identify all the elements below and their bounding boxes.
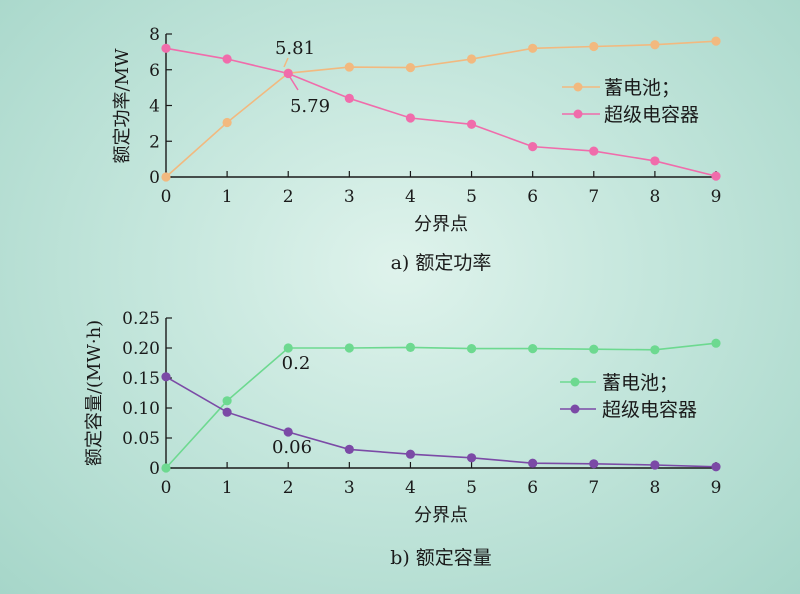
chart-b-ytick-label: 0.15 [122, 369, 160, 389]
chart-b-series-0-point [161, 463, 171, 473]
chart-b-caption: b) 额定容量 [390, 547, 492, 569]
chart-a-legend-supercap: 超级电容器 [562, 104, 699, 126]
chart-a-ytick-label: 6 [149, 61, 160, 81]
chart-a-power: 0 2 4 6 8 0 1 2 3 4 5 6 7 8 9 额定功率/MW 分界点 a) 额定功率 5.8… [112, 25, 721, 274]
chart-a-legend-supercap-label: 超级电容器 [604, 104, 699, 126]
chart-b-series-1-point [405, 449, 416, 459]
chart-b-legend-supercap-label: 超级电容器 [602, 399, 697, 421]
chart-a-ytick-label: 2 [149, 132, 160, 152]
chart-b-xlabel: 分界点 [414, 505, 468, 526]
chart-a-series-0-point [405, 63, 416, 73]
chart-b-ylabel: 额定容量/(MW·h) [84, 320, 105, 466]
chart-a-series-1-point [405, 113, 416, 123]
chart-a-xtick-label: 8 [649, 187, 660, 207]
chart-b-series-1-point [528, 458, 538, 468]
chart-b-series-1-point [589, 459, 599, 469]
chart-a-xtick-label: 0 [161, 187, 172, 207]
chart-b-legend-battery: 蓄电池； [560, 372, 678, 394]
chart-b-ytick-label: 0.05 [122, 429, 160, 449]
chart-a-series-1-point [283, 68, 293, 79]
chart-a-series-0-point [161, 172, 171, 182]
chart-b-series-0-point [283, 343, 293, 353]
chart-a-xtick-label: 6 [527, 187, 538, 207]
chart-a-series-1-point [711, 171, 721, 181]
chart-a-series-0-point [650, 40, 660, 50]
chart-a-series-0-line [165, 40, 717, 178]
chart-a-xtick-label: 9 [711, 187, 722, 207]
chart-a-xtick-label: 3 [344, 187, 355, 207]
chart-a-series-0-point [528, 43, 538, 53]
chart-a-xtick-label: 7 [588, 187, 599, 207]
chart-b-ytick-label: 0.10 [122, 399, 160, 419]
chart-b-xtick-label: 4 [405, 478, 416, 498]
chart-b-series-0-point [650, 345, 660, 355]
chart-b-annotation-02: 0.2 [282, 353, 311, 374]
chart-b-capacity: 0 0.05 0.10 0.15 0.20 0.25 0 1 2 3 4 5 6 7 8 9 额定容量/(M… [84, 309, 721, 569]
chart-a-series-0-point [344, 62, 354, 72]
chart-a-xtick-label: 5 [466, 187, 477, 207]
chart-a-series-1-point [589, 146, 599, 156]
chart-b-series-1-point [466, 453, 477, 463]
chart-a-series-1-point [222, 54, 232, 64]
chart-b-series-1-point [283, 427, 293, 437]
chart-b-series-1-line [165, 376, 717, 468]
chart-b-series-0-point [528, 344, 538, 354]
chart-a-ytick-label: 4 [149, 97, 160, 117]
chart-a-annotation-leader-2 [287, 73, 299, 91]
chart-a-annotation-579: 5.79 [290, 96, 330, 117]
chart-a-xtick-label: 2 [283, 187, 294, 207]
chart-b-xtick-label: 3 [344, 478, 355, 498]
chart-a-series-0-point [222, 117, 232, 128]
chart-a-legend-battery-label: 蓄电池； [604, 77, 680, 99]
chart-b-xtick-label: 9 [711, 478, 722, 498]
chart-a-series-0-point [589, 41, 599, 52]
chart-b-xtick-label: 7 [588, 478, 599, 498]
chart-a-xtick-label: 4 [405, 187, 416, 207]
chart-b-series-0-point [222, 396, 232, 406]
chart-a-ylabel: 额定功率/MW [112, 48, 133, 163]
chart-a-series-1-point [344, 93, 354, 103]
chart-b-ytick-label: 0 [149, 459, 160, 479]
chart-b-xtick-label: 5 [466, 478, 477, 498]
chart-b-series-0-point [589, 344, 599, 354]
chart-a-series-1-point [650, 156, 660, 166]
chart-a-series-1-point [466, 119, 477, 129]
chart-a-legend: 蓄电池； 超级电容器 [562, 77, 699, 126]
chart-a-xtick-label: 1 [222, 187, 233, 207]
chart-a-series-1-point [161, 43, 171, 53]
chart-b-xtick-label: 6 [527, 478, 538, 498]
chart-b-series-0-point [405, 342, 416, 352]
chart-b-legend-supercap: 超级电容器 [560, 399, 697, 421]
chart-b-series-1-point [711, 462, 721, 472]
chart-b-xtick-label: 8 [649, 478, 660, 498]
chart-b-ytick-label: 0.20 [122, 339, 160, 359]
chart-a-annotation-581: 5.81 [275, 38, 315, 59]
chart-b-legend-battery-label: 蓄电池； [602, 372, 678, 394]
chart-b-series-1-point [222, 407, 232, 417]
chart-b-legend: 蓄电池； 超级电容器 [560, 372, 697, 421]
chart-b-series-0-point [466, 344, 477, 354]
chart-b-xtick-label: 1 [222, 478, 233, 498]
chart-b-xtick-label: 2 [283, 478, 294, 498]
chart-b-series-0-point [344, 343, 354, 353]
chart-a-series-1-line [165, 47, 717, 177]
chart-a-series-1-point [528, 142, 538, 152]
chart-b-series-1-point [161, 372, 171, 382]
chart-b-annotation-006: 0.06 [272, 437, 312, 458]
chart-a-annotation-leader-1 [283, 57, 289, 68]
chart-a-ytick-label: 0 [149, 168, 160, 188]
chart-b-series-1-point [344, 444, 354, 454]
chart-a-series-0-point [711, 36, 721, 46]
chart-a-caption: a) 额定功率 [391, 252, 492, 274]
chart-b-series-1-point [650, 460, 660, 470]
chart-b-series-0-point [711, 338, 721, 348]
chart-a-series-0-point [466, 54, 477, 64]
chart-b-ytick-label: 0.25 [122, 309, 160, 329]
chart-a-legend-battery: 蓄电池； [562, 77, 680, 99]
chart-b-series-0-line [165, 342, 717, 469]
chart-a-ytick-label: 8 [149, 25, 160, 45]
chart-a-xlabel: 分界点 [414, 214, 468, 235]
chart-b-xtick-label: 0 [161, 478, 172, 498]
